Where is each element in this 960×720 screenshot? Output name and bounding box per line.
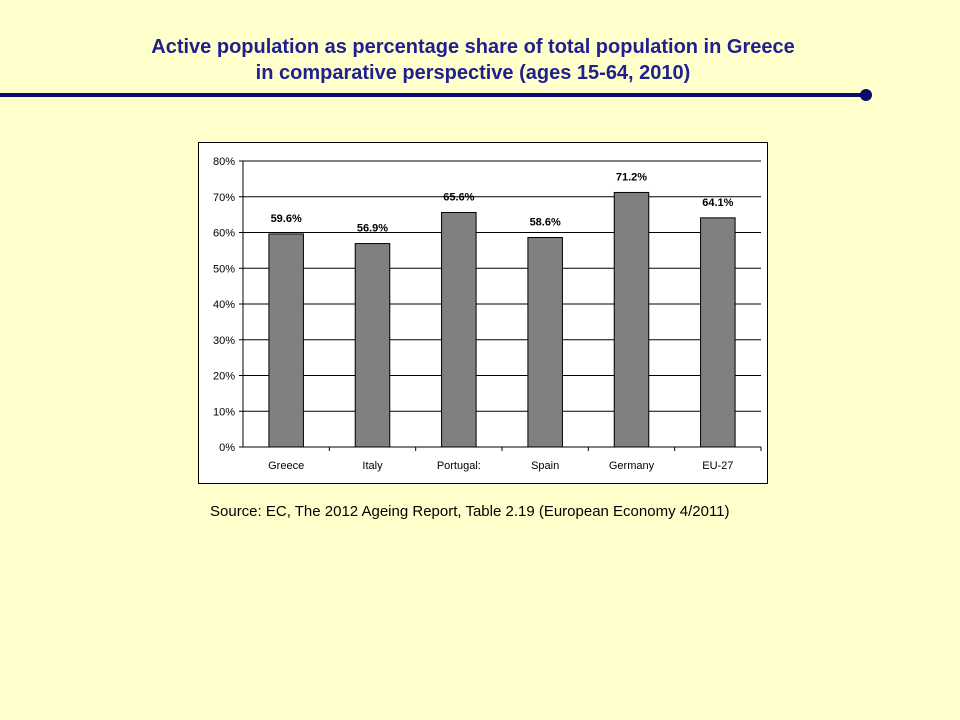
data-label: 59.6% [271,213,302,225]
bar [268,233,304,448]
y-tick-label: 70% [213,192,235,204]
bar-chart: 0% 10% 20% 30% 40% 50% 60% 70% 80% 59.6% Greece 56.… [213,156,762,472]
x-tick-label: EU-27 [702,460,733,472]
data-label: 71.2% [616,171,647,183]
title-rule-end-dot [860,89,872,101]
slide-title: Active population as percentage share of… [0,34,946,86]
y-tick-label: 30% [213,335,235,347]
slide-title-line-2: in comparative perspective (ages 15-64, … [255,62,691,84]
source-note: Source: EC, The 2012 Ageing Report, Tabl… [210,503,730,520]
y-tick-label: 10% [213,406,235,418]
y-tick-label: 80% [213,156,235,168]
y-tick-label: 60% [213,228,235,240]
bar [354,243,391,448]
y-tick-label: 50% [213,263,235,275]
data-label: 65.6% [443,191,474,203]
y-tick-label: 20% [213,371,235,383]
y-tick-label: 0% [219,442,235,454]
slide-title-line-1: Active population as percentage share of… [151,36,795,58]
data-label: 64.1% [702,197,733,209]
y-tick-label: 40% [213,299,235,311]
x-tick-label: Portugal: [437,460,481,472]
bar [700,217,736,448]
chart-frame: 0% 10% 20% 30% 40% 50% 60% 70% 80% 59.6% Greece 56.… [198,142,768,484]
x-tick-label: Italy [362,460,383,472]
x-tick-label: Germany [609,460,655,472]
x-tick-label: Spain [531,460,559,472]
data-label: 58.6% [530,217,561,229]
x-tick-label: Greece [268,460,304,472]
data-label: 56.9% [357,223,388,235]
bar [441,211,477,448]
bar [527,237,563,448]
bar [613,191,650,448]
title-underline-rule [0,93,866,97]
